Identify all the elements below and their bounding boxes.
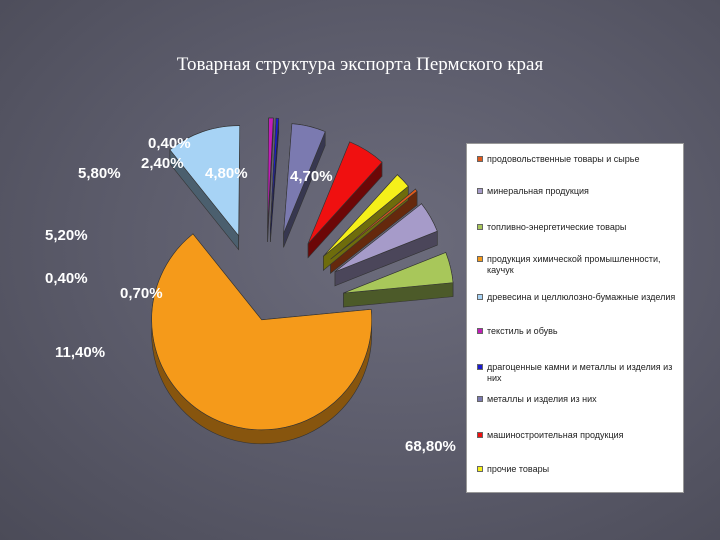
legend-swatch <box>477 328 483 334</box>
data-label: 4,70% <box>290 168 333 185</box>
legend-label: металлы и изделия из них <box>487 394 597 404</box>
pie-slice <box>307 141 383 244</box>
legend-label: продукция химической промышленности, кау… <box>487 254 661 275</box>
data-label: 0,40% <box>148 135 191 152</box>
legend-swatch <box>477 188 483 194</box>
legend-label: древесина и целлюлозно-бумажные изделия <box>487 292 676 302</box>
chart-title: Товарная структура экспорта Пермского кр… <box>176 54 544 75</box>
data-label: 11,40% <box>55 344 105 361</box>
legend-label: минеральная продукция <box>487 186 589 196</box>
legend-label: прочие товары <box>487 464 550 474</box>
legend-swatch <box>477 396 483 402</box>
pie-slice <box>151 233 372 431</box>
data-label: 0,40% <box>45 270 88 287</box>
pie-slice <box>343 252 454 294</box>
data-label: 5,80% <box>78 165 121 182</box>
data-label: 5,20% <box>45 227 88 244</box>
legend-label: текстиль и обувь <box>487 326 558 336</box>
legend-swatch <box>477 364 483 370</box>
pie-slice <box>323 174 409 257</box>
legend-swatch <box>477 156 483 162</box>
legend-label: машиностроительная продукция <box>487 430 624 440</box>
legend-swatch <box>477 256 483 262</box>
pie-slice <box>267 117 274 228</box>
legend-label: драгоценные камни и металлы и изделия из… <box>487 362 673 383</box>
data-label: 68,80% <box>405 438 456 455</box>
legend-swatch <box>477 466 483 472</box>
legend-label: топливно-энергетические товары <box>487 222 627 232</box>
chart-legend: продовольственные товары и сырье минераль… <box>466 143 684 493</box>
legend-swatch <box>477 432 483 438</box>
pie-slice <box>334 203 438 273</box>
pie-slice <box>270 117 280 229</box>
pie-slice <box>169 125 241 237</box>
pie-slice <box>283 123 326 234</box>
legend-label: продовольственные товары и сырье <box>487 154 640 164</box>
legend-swatch <box>477 294 483 300</box>
data-label: 4,80% <box>205 165 248 182</box>
data-label: 0,70% <box>120 285 163 302</box>
data-label: 2,40% <box>141 155 184 172</box>
pie-slice <box>330 188 418 260</box>
legend-swatch <box>477 224 483 230</box>
